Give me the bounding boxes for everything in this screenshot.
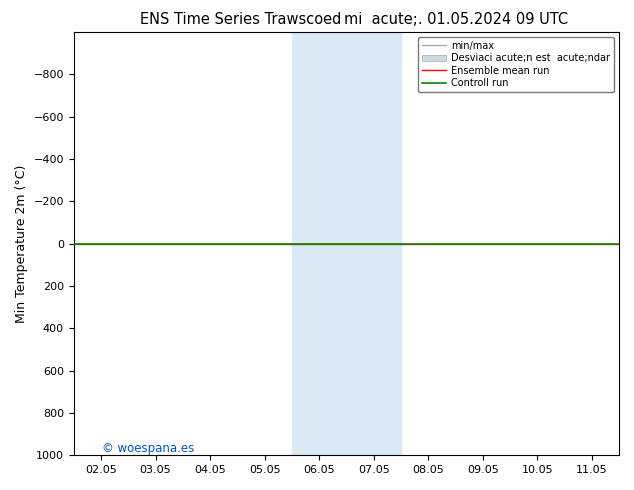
- Y-axis label: Min Temperature 2m (°C): Min Temperature 2m (°C): [15, 165, 28, 323]
- Text: © woespana.es: © woespana.es: [101, 442, 194, 455]
- Text: ENS Time Series Trawscoed: ENS Time Series Trawscoed: [140, 12, 342, 27]
- Text: mi  acute;. 01.05.2024 09 UTC: mi acute;. 01.05.2024 09 UTC: [344, 12, 569, 27]
- Bar: [292, 32, 401, 455]
- Legend: min/max, Desviaci acute;n est  acute;ndar, Ensemble mean run, Controll run: min/max, Desviaci acute;n est acute;ndar…: [418, 37, 614, 92]
